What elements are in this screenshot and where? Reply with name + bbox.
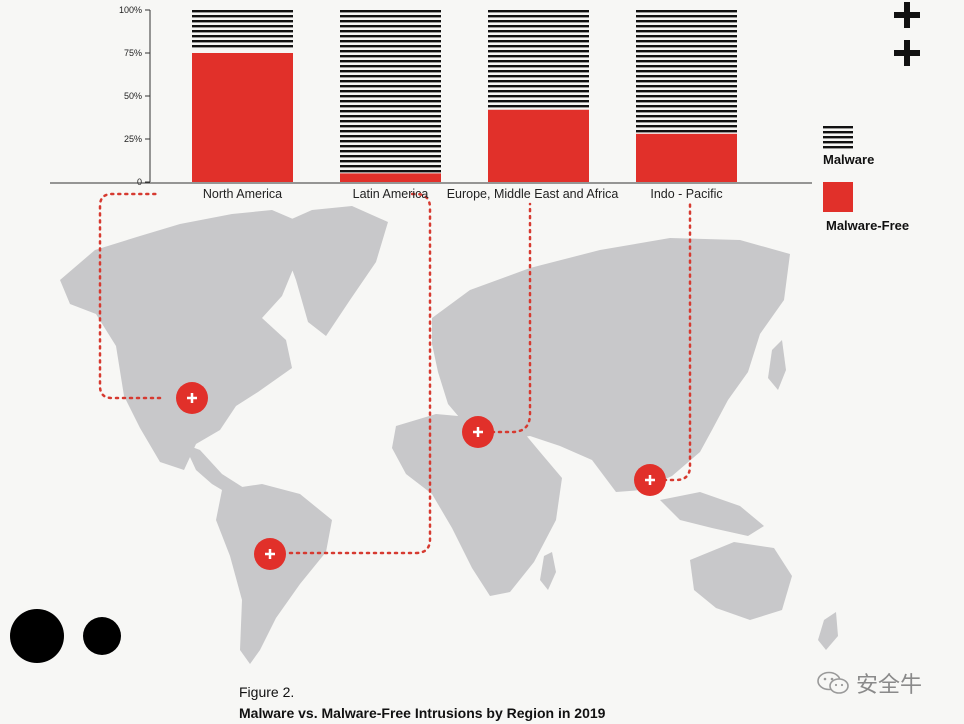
legend: Malware Malware-Free xyxy=(823,126,909,233)
x-axis-labels: North America Latin America Europe, Middle… xyxy=(203,187,723,201)
legend-swatch-malware xyxy=(823,126,853,149)
map-europe-asia xyxy=(432,238,790,492)
map-madagascar xyxy=(540,552,556,590)
marker-latin-america xyxy=(254,538,286,570)
map-greenland xyxy=(276,206,388,336)
marker-emea xyxy=(462,416,494,448)
map-central-america xyxy=(184,444,244,496)
decorative-dot-large xyxy=(10,609,64,663)
y-axis: 0 25% 50% 75% 100% xyxy=(119,5,151,187)
bar-chart: 0 25% 50% 75% 100% North America Latin Americ… xyxy=(50,5,812,201)
bar-malware xyxy=(636,10,737,133)
bar-malware xyxy=(488,10,589,108)
bar-malware xyxy=(192,10,293,48)
marker-north-america xyxy=(176,382,208,414)
bars xyxy=(192,10,737,182)
bar-malware-free xyxy=(636,133,737,182)
route-emea xyxy=(476,202,532,434)
marker-indo-pacific xyxy=(634,464,666,496)
bar-malware-free xyxy=(488,109,589,182)
route-indo-pacific xyxy=(648,202,692,482)
map-australia xyxy=(690,542,792,620)
plus-icon xyxy=(473,427,483,437)
legend-swatch-malware-free xyxy=(823,182,853,212)
figure-title: Malware vs. Malware-Free Intrusions by R… xyxy=(239,705,606,721)
watermark-text: 安全牛 xyxy=(856,673,923,698)
bar-malware-free xyxy=(340,173,441,182)
legend-label-malware: Malware xyxy=(823,152,874,167)
region-routes xyxy=(98,192,692,555)
map-new-zealand xyxy=(818,612,838,650)
y-tick-label: 100% xyxy=(119,5,142,15)
x-tick-label: North America xyxy=(203,187,282,201)
figure-number: Figure 2. xyxy=(239,684,295,700)
y-tick-label: 50% xyxy=(124,91,142,101)
decorative-dot-small xyxy=(83,617,121,655)
plus-icon xyxy=(894,40,920,66)
region-markers xyxy=(176,382,666,570)
x-tick-label: Europe, Middle East and Africa xyxy=(447,187,619,201)
map-africa xyxy=(392,414,562,596)
bar-malware-free xyxy=(192,53,293,182)
bar-malware xyxy=(340,10,441,173)
x-tick-label: Latin America xyxy=(353,187,429,201)
watermark: 安全牛 xyxy=(816,667,922,699)
plus-icon xyxy=(265,549,275,559)
route-latin-america xyxy=(288,192,432,555)
decorative-plus-marks xyxy=(894,2,920,66)
map-north-america xyxy=(60,210,300,470)
plus-icon xyxy=(894,2,920,28)
legend-label-malware-free: Malware-Free xyxy=(826,218,909,233)
x-tick-label: Indo - Pacific xyxy=(650,187,722,201)
y-tick-label: 0 xyxy=(137,177,142,187)
plus-icon xyxy=(187,393,197,403)
wechat-icon xyxy=(817,671,849,694)
map-japan xyxy=(768,340,786,390)
y-tick-label: 25% xyxy=(124,134,142,144)
world-map xyxy=(60,206,838,664)
map-southeast-asia xyxy=(660,492,764,536)
map-south-america xyxy=(216,484,332,664)
y-tick-label: 75% xyxy=(124,48,142,58)
route-north-america xyxy=(98,192,162,400)
plus-icon xyxy=(645,475,655,485)
